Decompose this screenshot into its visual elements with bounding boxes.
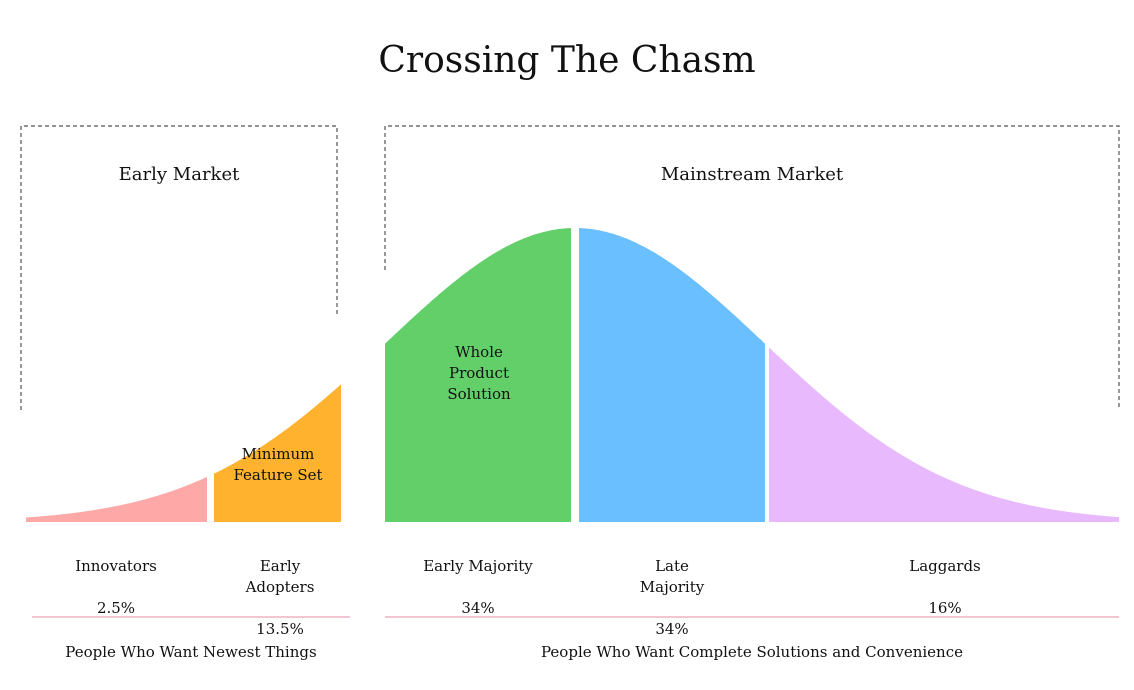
- minimum-feature-set-label: Minimum Feature Set: [233, 445, 323, 484]
- whole-product-solution-label: Whole Product Solution: [447, 343, 511, 403]
- segment-percent: 16%: [928, 599, 962, 617]
- early-market-footer: People Who Want Newest Things: [65, 643, 317, 661]
- segment-name: Innovators: [75, 557, 157, 575]
- segment-laggards: [769, 347, 1119, 522]
- segment-label-early-majority: Early Majority 34%: [388, 535, 568, 640]
- segment-name: Early Adopters: [245, 557, 315, 596]
- mainstream-market-label: Mainstream Market: [660, 164, 844, 185]
- segment-late-majority: [579, 228, 765, 522]
- segment-label-late-majority: Late Majority 34%: [592, 535, 752, 661]
- segment-percent: 34%: [655, 620, 689, 638]
- segment-innovators: [26, 476, 207, 522]
- segment-percent: 13.5%: [256, 620, 304, 638]
- mainstream-market-box: [384, 125, 1120, 410]
- segment-name: Early Majority: [423, 557, 533, 575]
- segment-name: Late Majority: [639, 557, 705, 596]
- mainstream-market-footer: People Who Want Complete Solutions and C…: [541, 643, 963, 661]
- early-market-box: [20, 125, 338, 410]
- page-title: Crossing The Chasm: [378, 40, 756, 81]
- segment-early-adopters: [214, 384, 341, 522]
- early-market-label: Early Market: [118, 164, 240, 185]
- segment-label-early-adopters: Early Adopters 13.5%: [200, 535, 360, 661]
- segment-early-majority: [385, 228, 571, 522]
- segment-label-innovators: Innovators 2.5%: [36, 535, 196, 640]
- segment-percent: 34%: [461, 599, 495, 617]
- segment-percent: 2.5%: [96, 599, 136, 617]
- segment-label-laggards: Laggards 16%: [855, 535, 1035, 640]
- segment-name: Laggards: [909, 557, 981, 575]
